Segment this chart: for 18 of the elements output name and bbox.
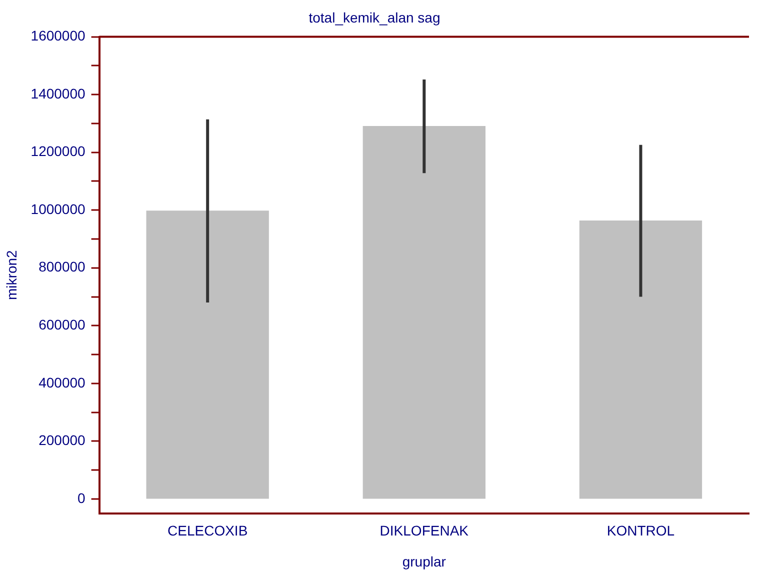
y-tick-label: 0 bbox=[78, 490, 86, 506]
x-tick-label: CELECOXIB bbox=[168, 522, 248, 539]
bar bbox=[579, 220, 702, 499]
bar bbox=[146, 210, 269, 499]
y-tick-label: 1200000 bbox=[30, 143, 86, 160]
y-tick-label: 1600000 bbox=[30, 28, 86, 44]
x-axis-title: gruplar bbox=[402, 553, 446, 570]
y-tick-label: 1000000 bbox=[30, 200, 86, 217]
x-tick-label: DIKLOFENAK bbox=[380, 522, 470, 539]
chart-title: total_kemik_alan sag bbox=[308, 9, 440, 26]
y-tick-label: 400000 bbox=[38, 374, 86, 390]
y-tick-label: 600000 bbox=[38, 316, 86, 333]
y-tick-label: 800000 bbox=[38, 258, 86, 275]
x-tick-label: KONTROL bbox=[606, 522, 675, 539]
y-tick-label: 200000 bbox=[38, 432, 86, 448]
y-tick-label: 1400000 bbox=[30, 85, 86, 102]
y-axis-title: mikron2 bbox=[3, 250, 20, 300]
bar bbox=[362, 126, 486, 499]
